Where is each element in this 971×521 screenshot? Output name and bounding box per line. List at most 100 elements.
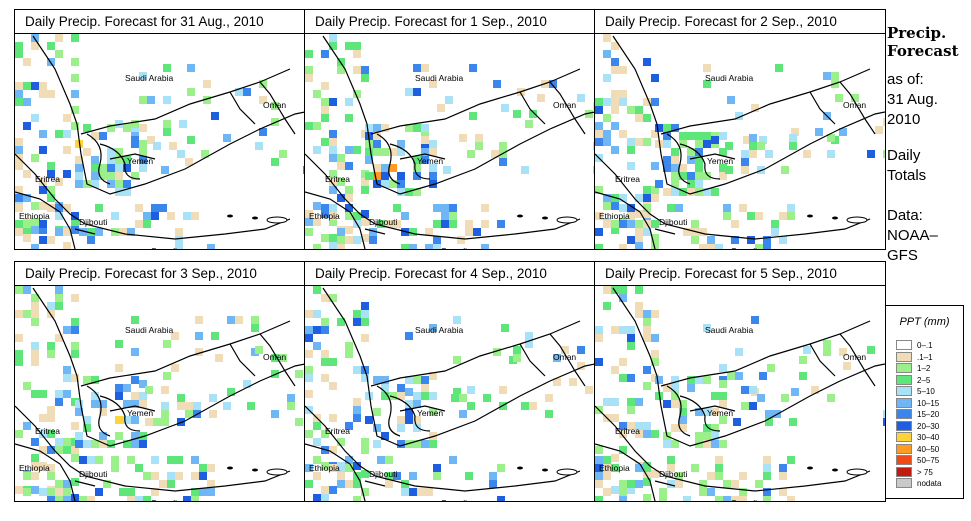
precip-cell <box>627 374 635 382</box>
legend-swatch <box>896 420 912 431</box>
precip-cell <box>493 80 501 88</box>
country-label-oman: Oman <box>553 352 576 362</box>
precip-cell <box>691 220 699 228</box>
precip-cell <box>107 440 115 448</box>
precip-cell <box>353 212 361 220</box>
country-label-saudi: Saudi Arabia <box>415 325 463 335</box>
precip-cell <box>329 178 337 186</box>
precip-cell <box>119 228 127 236</box>
precip-cell <box>635 138 643 146</box>
precip-cell <box>457 236 465 244</box>
precip-cell <box>345 464 353 472</box>
precip-cell <box>449 212 457 220</box>
legend-swatch <box>896 386 912 396</box>
precip-cell <box>429 440 437 448</box>
precip-cell <box>167 472 175 480</box>
precip-cell <box>107 180 115 188</box>
precip-cell <box>321 350 329 358</box>
small-island <box>252 216 258 220</box>
precip-cell <box>727 372 735 380</box>
precip-cell <box>31 438 39 446</box>
precip-cell <box>207 488 215 496</box>
precip-cell <box>313 310 321 318</box>
precip-cell <box>619 294 627 302</box>
precip-cell <box>123 188 131 196</box>
precip-cell <box>329 294 337 302</box>
precip-cell <box>429 372 437 380</box>
precip-cell <box>259 96 267 104</box>
precip-cell <box>207 480 215 488</box>
precip-cell <box>405 416 413 424</box>
precip-cell <box>313 286 321 294</box>
legend-label: 40–50 <box>917 444 940 454</box>
precip-cell <box>139 400 147 408</box>
panel-title: Daily Precip. Forecast for 4 Sep., 2010 <box>305 262 595 286</box>
precip-cell <box>365 172 373 180</box>
precip-cell <box>433 204 441 212</box>
precip-cell <box>687 180 695 188</box>
precip-cell <box>191 456 199 464</box>
precip-cell <box>781 394 789 402</box>
precip-cell <box>433 472 441 480</box>
precip-cell <box>23 310 31 318</box>
precip-cell <box>123 384 131 392</box>
legend-item: .1–1 <box>896 351 933 363</box>
precip-cell <box>199 464 207 472</box>
precip-cell <box>207 244 215 249</box>
boundary-line <box>595 443 641 465</box>
precip-cell <box>71 342 79 350</box>
precip-cell <box>361 374 369 382</box>
precip-cell <box>271 102 279 110</box>
precip-cell <box>643 382 651 390</box>
precip-cell <box>521 402 529 410</box>
boundary-line <box>86 385 111 437</box>
boundary-line <box>549 333 586 387</box>
precip-cell <box>501 324 509 332</box>
precip-cell <box>111 212 119 220</box>
precip-cell <box>803 150 811 158</box>
precip-cell <box>635 220 643 228</box>
boundary-line <box>364 228 386 235</box>
precip-cell <box>337 318 345 326</box>
precip-cell <box>671 392 679 400</box>
boundary-line <box>689 405 736 412</box>
precip-cell <box>305 366 313 374</box>
precip-cell <box>719 172 727 180</box>
precip-cell <box>409 472 417 480</box>
precip-cell <box>635 114 643 122</box>
precip-cell <box>199 472 207 480</box>
precip-cell <box>75 180 83 188</box>
period-totals: Totals <box>887 167 927 184</box>
precip-cell <box>627 220 635 228</box>
precip-cell <box>417 488 425 496</box>
precip-cell <box>23 234 31 242</box>
precip-cell <box>703 432 711 440</box>
boundary-line <box>549 81 586 135</box>
precip-cell <box>55 204 63 212</box>
precip-cell <box>175 236 183 244</box>
precip-cell <box>611 366 619 374</box>
precip-cell <box>603 114 611 122</box>
precip-cell <box>699 228 707 236</box>
precip-cell <box>131 172 139 180</box>
precip-cell <box>131 316 139 324</box>
precip-cell <box>79 456 87 464</box>
legend-swatch <box>896 374 912 385</box>
precip-cell <box>603 302 611 310</box>
precip-cell <box>361 334 369 342</box>
precip-cell <box>851 94 859 102</box>
legend-label: 50–75 <box>917 456 940 465</box>
precip-cell <box>139 140 147 148</box>
precip-cell <box>595 446 603 454</box>
precip-cell <box>63 242 71 249</box>
precip-cell <box>139 380 147 388</box>
boundary-line <box>399 405 446 412</box>
precip-cell <box>683 496 691 501</box>
precip-cell <box>31 390 39 398</box>
precip-cell <box>139 96 147 104</box>
precip-cell <box>595 138 603 146</box>
precip-cell <box>353 310 361 318</box>
precip-cell <box>329 212 337 220</box>
precip-cell <box>345 162 353 170</box>
precip-cell <box>529 110 537 118</box>
